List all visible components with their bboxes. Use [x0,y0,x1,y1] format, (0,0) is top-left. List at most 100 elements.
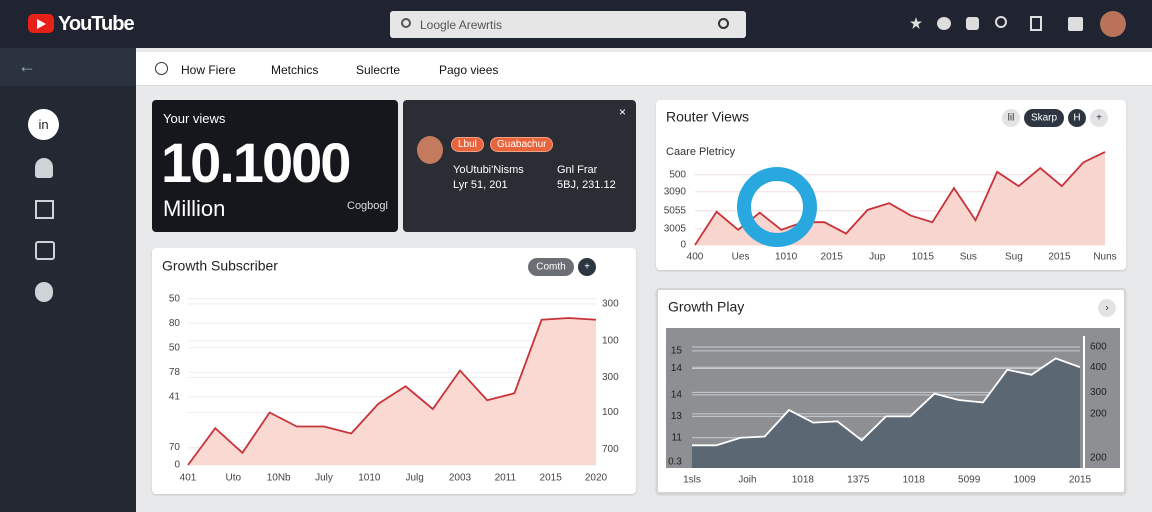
icon-box[interactable] [966,17,979,30]
y2-tick-label: 400 [1090,362,1107,373]
ring [737,167,817,247]
clock-icon [155,62,168,75]
chart-title: Router Views [666,109,749,125]
y2-tick-label: 200 [1090,408,1107,419]
y2-tick-label: 700 [602,444,619,455]
y2-tick-label: 300 [602,372,619,383]
button-label[interactable]: + [584,262,590,273]
y-tick-label: 50 [169,342,181,353]
back-button[interactable]: ← [0,48,136,86]
profile-card: Lbul Guabachur YoUtubi'Nisms Lyr 51, 201… [403,100,636,232]
toolbar-item[interactable]: Sulecrte [356,63,401,77]
x-tick-label: 1010 [775,252,798,263]
y2-tick-label: 300 [1090,387,1107,398]
icon-play[interactable] [937,17,951,30]
x-tick-label: 1015 [912,252,935,263]
x-tick-label: Uto [226,473,242,484]
top-bar: YouTube Loogle Arewrtis [0,0,1152,48]
x-tick-label: Julg [405,473,423,484]
button[interactable] [1024,109,1064,127]
pill[interactable]: Guabachur [490,137,554,152]
icon-apple[interactable] [35,282,53,302]
x-tick-label: 1018 [903,475,926,486]
line [692,357,1081,447]
line [694,151,1106,246]
x-tick-label: 2015 [1048,252,1071,263]
button-label[interactable]: › [1105,303,1108,314]
y2-tick-label: 100 [602,407,619,418]
y-tick-label: 41 [169,391,181,402]
y2-tick-label: 300 [602,299,619,310]
sidebar-badge[interactable]: in [28,109,59,140]
toolbar-item[interactable]: Pago viees [439,63,499,77]
y-tick-label: 70 [169,442,181,453]
area [188,318,596,465]
y-tick-label: 500 [669,169,686,180]
avatar[interactable] [1100,11,1126,37]
y2-tick-label: 200 [1090,453,1107,464]
x-tick-label: 1sls [683,475,701,486]
close-button[interactable]: × [619,105,627,119]
unit: Million [163,196,226,221]
y-tick-label: 5055 [664,205,687,216]
icon-list[interactable] [35,241,55,260]
y2-tick-label: 100 [602,335,619,346]
y-tick-label: 0 [680,240,686,251]
x-tick-label: Nuns [1093,252,1116,263]
y-tick-label: 13 [671,411,683,422]
button-label[interactable]: Skarp [1031,113,1058,124]
search-button[interactable] [718,18,729,29]
button[interactable] [1002,109,1020,127]
area [692,358,1080,468]
x-tick-label: 2011 [495,473,517,484]
y-tick-label: 80 [169,318,181,329]
x-tick-label: 400 [687,252,704,263]
chart: Growth Play › 15 14 14 13 11 0.3 600 400 300 200 200… [666,299,1120,486]
button-label[interactable]: Comth [536,262,565,273]
x-tick-label: 2020 [585,473,608,484]
button[interactable] [1090,109,1108,127]
line [187,317,597,466]
x-tick-label: Sus [960,252,977,263]
profile-date: Lyr 51, 201 [453,179,508,191]
button[interactable] [1098,299,1116,317]
icon-user[interactable] [35,158,53,178]
x-tick-label: 401 [180,473,197,484]
icon-bag[interactable] [1068,17,1083,31]
button[interactable] [528,258,574,276]
views-card: Your views 10.1000 Million Cogbogl [152,100,398,232]
y-tick-label: 78 [169,367,181,378]
pill[interactable]: Lbul [451,137,484,152]
sidebar: ← in [0,48,136,512]
button-label[interactable]: lil [1008,113,1015,124]
icon-star[interactable] [910,17,922,29]
chart-card: Router Views Caare Pletricy lil Skarp H +500 3… [656,100,1126,270]
button-label[interactable]: + [1096,113,1102,124]
y-tick-label: 11 [672,432,683,443]
button-label[interactable]: H [1073,113,1080,124]
y-tick-label: 14 [671,390,683,401]
profile-label: Gnl Frar [557,164,598,176]
toolbar-item[interactable]: How Fiere [181,63,236,77]
chart-subtitle: Caare Pletricy [666,146,736,158]
toolbar-item[interactable]: Metchics [271,63,319,77]
big-number: 10.1000 [161,131,351,194]
x-tick-label: 5099 [958,475,981,486]
button[interactable] [1068,109,1086,127]
search-box[interactable]: Loogle Arewrtis [390,11,746,38]
search-icon [401,18,411,28]
x-tick-label: 2015 [821,252,844,263]
chart: Growth Subscriber Comth +50805078417003001… [162,258,619,484]
chart-card: Growth Subscriber Comth +50 80 50 78 41 70 0 300 1… [152,248,636,494]
icon-doc[interactable] [1030,16,1042,31]
y-tick-label: 3090 [664,186,687,197]
y-tick-label: 14 [671,363,683,374]
y2-tick-label: 600 [1090,342,1107,353]
button[interactable] [578,258,596,276]
x-tick-label: 1009 [1013,475,1036,486]
icon-doc[interactable] [35,200,54,219]
y-tick-label: 0 [174,460,180,471]
chart-title: Growth Play [668,299,744,315]
icon-search[interactable] [995,16,1007,28]
